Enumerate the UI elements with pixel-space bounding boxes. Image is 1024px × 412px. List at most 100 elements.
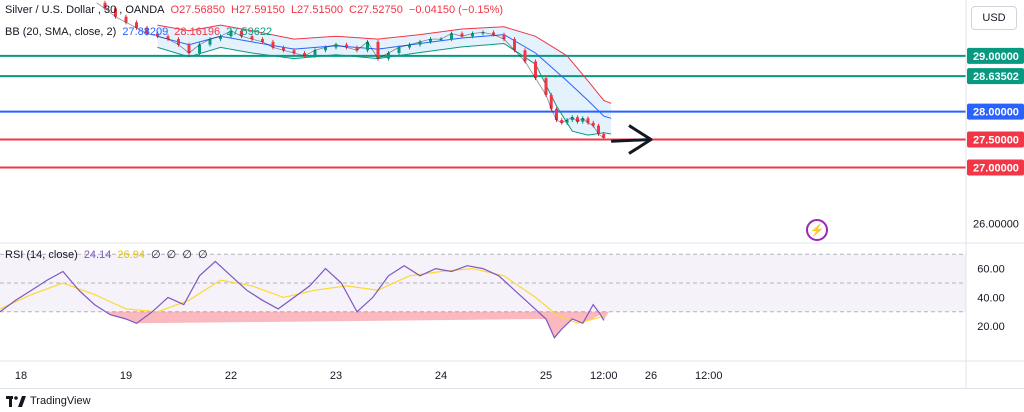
candle-body <box>439 39 443 41</box>
rsi-axis-label: 20.00 <box>977 321 1005 333</box>
candle-body <box>450 33 453 40</box>
candle-body <box>345 44 348 48</box>
interval: 30 <box>103 4 117 16</box>
level-label: 28.00000 <box>973 107 1019 119</box>
candle-body <box>408 44 411 48</box>
time-axis-label: 18 <box>15 370 27 382</box>
candle-body <box>240 30 243 37</box>
candle-body <box>166 36 170 40</box>
candle-body <box>544 78 548 95</box>
level-label-bg <box>967 47 1024 64</box>
candle-body <box>366 41 369 51</box>
candle-body <box>570 117 574 120</box>
candle-body <box>534 61 537 79</box>
rsi-extra-2: ∅ <box>166 249 177 261</box>
candle-body <box>460 33 464 37</box>
bb-lower-value: 27.59622 <box>226 26 273 38</box>
rsi-legend: RSI (14, close) 24.14 26.94 ∅ ∅ ∅ ∅ <box>5 248 211 262</box>
rsi-label: RSI (14, close) <box>5 249 78 261</box>
time-axis-label: 19 <box>120 370 132 382</box>
candle-body <box>471 33 474 37</box>
level-label-bg <box>967 159 1024 176</box>
candle-body <box>219 36 222 40</box>
time-axis-label: 23 <box>330 370 342 382</box>
candle-body <box>555 108 558 120</box>
rsi-axis-label: 60.00 <box>977 264 1005 276</box>
candle-body <box>124 16 128 23</box>
candle-body <box>187 44 191 54</box>
low-value: L27.51500 <box>290 4 343 16</box>
rsi-extra-1: ∅ <box>151 249 161 261</box>
level-label-bg <box>967 103 1024 120</box>
lightning-icon[interactable]: ⚡ <box>806 219 828 241</box>
level-label: 28.63502 <box>973 71 1019 83</box>
candle-body <box>145 27 149 34</box>
candle-body <box>177 39 180 45</box>
candle-body <box>397 47 401 54</box>
candle-body <box>481 32 485 34</box>
tradingview-brand[interactable]: TradingView <box>6 395 91 407</box>
arrow-head <box>628 124 653 155</box>
high-value: H27.59150 <box>231 4 285 16</box>
candle-body <box>103 2 107 9</box>
arrow-shaft <box>611 138 652 143</box>
candle-body <box>565 120 569 123</box>
candle-body <box>250 36 254 40</box>
bb-upper-value: 28.16196 <box>174 26 221 38</box>
rsi-extra-4: ∅ <box>197 249 208 261</box>
level-label-bg <box>967 131 1024 148</box>
price-axis-label: 26.00000 <box>973 218 1019 230</box>
bb-basis-value: 27.88209 <box>122 26 169 38</box>
time-axis-label: 25 <box>540 370 552 382</box>
candle-body <box>602 133 606 138</box>
candle-body <box>292 50 296 54</box>
candle-body <box>549 94 553 109</box>
candle-body <box>271 41 275 48</box>
close-value: C27.52750 <box>349 4 403 16</box>
candle-body <box>429 39 432 42</box>
tradingview-logo-icon <box>6 395 26 407</box>
time-axis-label: 26 <box>645 370 657 382</box>
currency-button[interactable]: USD <box>971 6 1017 30</box>
rsi-oversold-fill <box>105 311 609 338</box>
bb-legend: BB (20, SMA, close, 2) 27.88209 28.16196… <box>5 25 275 39</box>
rsi-extra-3: ∅ <box>182 249 192 261</box>
level-label: 27.00000 <box>973 162 1019 174</box>
rsi-value: 24.14 <box>83 249 112 261</box>
candle-body <box>502 34 506 40</box>
source: OANDA <box>125 4 165 16</box>
time-axis-label: 24 <box>435 370 447 382</box>
candle-body <box>523 50 527 62</box>
candle-body <box>591 122 595 126</box>
candle-body <box>581 118 585 122</box>
rsi-axis-label: 40.00 <box>977 292 1005 304</box>
bb-fill <box>157 25 612 136</box>
candle-body <box>208 39 212 45</box>
rsi-line <box>0 260 605 339</box>
change-value: −0.04150 (−0.15%) <box>408 4 504 16</box>
price-chart[interactable]: 29.00000 28.63502 28.00000 27.50000 27.00000… <box>0 0 1024 388</box>
candle-body <box>324 47 327 51</box>
candle-body <box>198 44 201 54</box>
candle-body <box>513 39 516 51</box>
candle-body <box>387 53 390 59</box>
candle-body <box>229 30 233 37</box>
candle-body <box>135 22 138 28</box>
symbol-name: Silver / U.S. Dollar <box>5 4 95 16</box>
candle-body <box>303 53 306 56</box>
candle-body <box>418 41 422 45</box>
candle-body <box>355 47 359 51</box>
instrument-legend: Silver / U.S. Dollar, 30, OANDA O27.5685… <box>5 4 504 16</box>
candle-body <box>334 44 338 48</box>
rsi-ma-value: 26.94 <box>117 249 145 261</box>
brand-name: TradingView <box>30 395 91 407</box>
candle-body <box>576 117 579 122</box>
candle-body <box>492 32 495 35</box>
level-label: 29.00000 <box>973 51 1019 63</box>
candle-body <box>282 47 285 51</box>
candle-body <box>376 41 380 59</box>
axis-layer: 29.00000 28.63502 28.00000 27.50000 27.00000… <box>0 0 1024 388</box>
rsi-pane <box>0 253 966 339</box>
candle-body <box>156 33 159 37</box>
bb-label: BB (20, SMA, close, 2) <box>5 26 117 38</box>
